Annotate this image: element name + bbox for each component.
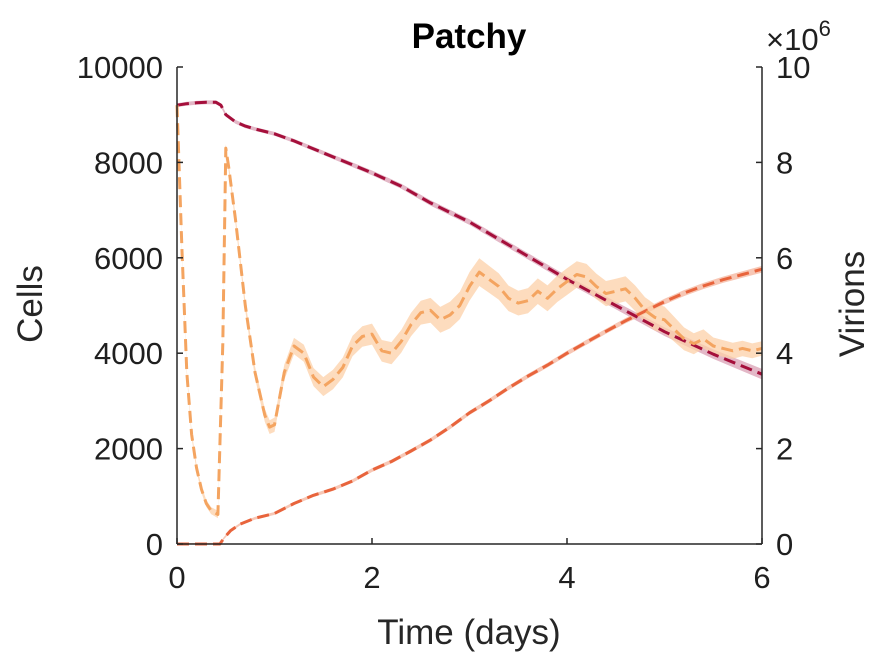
y-right-tick-label: 10 [776,50,810,85]
series-1-band [177,100,762,380]
x-tick-label: 2 [363,560,380,595]
right-axis-exponent: ×106 [766,16,831,57]
series-3-band [177,102,762,519]
series-2-line [177,267,763,546]
y-left-tick-label: 4000 [94,336,163,371]
y-axis-right-label: Virions [833,251,872,357]
series-1-line [176,100,763,376]
series-lines [175,100,763,546]
x-tick-label: 4 [558,560,575,595]
right-axis-exponent-power: 6 [819,16,831,41]
axes [176,66,763,545]
uncertainty-bands [177,100,762,544]
y-right-tick-label: 6 [776,241,793,276]
y-right-tick-label: 8 [776,145,793,180]
x-tick-label: 0 [168,560,185,595]
y-axis-left-label: Cells [11,265,50,343]
series-3-line [175,105,763,516]
y-left-tick-label: 6000 [94,241,163,276]
right-axis-exponent-base: ×10 [766,22,819,57]
series-2-band [177,265,762,544]
chart-title: Patchy [412,17,527,56]
y-left-tick-label: 0 [146,527,163,562]
y-left-tick-label: 8000 [94,145,163,180]
x-axis-label: Time (days) [377,613,560,652]
x-tick-label: 6 [753,560,770,595]
y-right-tick-label: 4 [776,336,793,371]
y-right-tick-label: 0 [776,527,793,562]
y-left-tick-label: 2000 [94,432,163,467]
y-left-tick-label: 10000 [77,50,163,85]
y-right-tick-label: 2 [776,432,793,467]
